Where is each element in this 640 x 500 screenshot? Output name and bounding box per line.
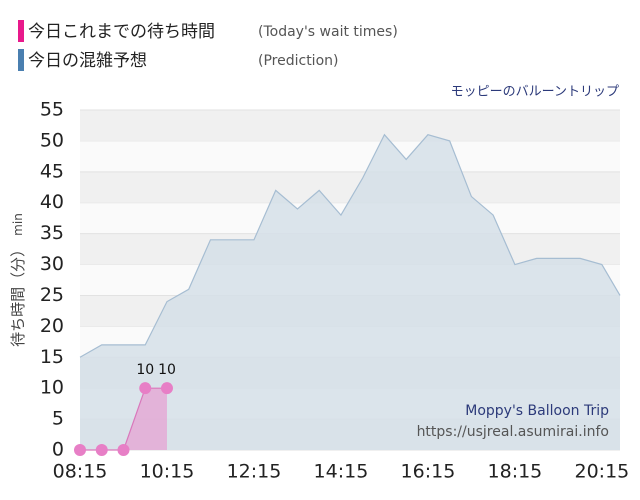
subtitle: モッピーのバルーントリップ — [451, 85, 619, 100]
y-label: 待ち時間（分） — [9, 242, 27, 347]
data-label: 10 — [136, 362, 154, 378]
y-tick-label: 20 — [40, 315, 64, 337]
grid-band — [80, 171, 620, 203]
y-tick-label: 40 — [40, 191, 64, 213]
y-tick-label: 50 — [40, 129, 64, 151]
legend-label: 今日これまでの待ち時間 — [28, 22, 215, 42]
x-tick-label: 12:15 — [227, 461, 282, 483]
y-tick-label: 10 — [40, 377, 64, 399]
data-label: 10 — [158, 362, 176, 378]
y-unit: min — [11, 213, 25, 236]
point — [74, 444, 86, 456]
legend-note: (Today's wait times) — [258, 24, 398, 40]
legend-swatch — [18, 49, 24, 71]
y-tick-label: 55 — [40, 99, 64, 121]
watermark: https://usjreal.asumirai.info — [417, 424, 609, 440]
x-tick-label: 18:15 — [488, 461, 543, 483]
point — [139, 382, 152, 395]
x-tick-label: 20:15 — [574, 461, 629, 483]
point — [160, 382, 173, 395]
x-tick-label: 16:15 — [401, 461, 456, 483]
y-tick-label: 45 — [40, 160, 64, 182]
y-tick-label: 25 — [40, 284, 64, 306]
y-tick-label: 0 — [52, 439, 64, 461]
grid-band — [80, 110, 620, 141]
x-tick-label: 14:15 — [314, 461, 369, 483]
y-tick-label: 35 — [40, 222, 64, 244]
prediction-line — [79, 133, 621, 358]
legend-label: 今日の混雑予想 — [28, 51, 147, 71]
y-tick-label: 15 — [40, 346, 64, 368]
x-tick-label: 10:15 — [140, 461, 195, 483]
point — [117, 444, 130, 456]
legend-swatch — [18, 20, 24, 42]
watermark: Moppy's Balloon Trip — [465, 403, 609, 419]
prediction-area — [80, 134, 620, 450]
y-tick-label: 30 — [40, 253, 64, 275]
legend-note: (Prediction) — [258, 53, 338, 69]
y-axis-label: 待ち時間（分） min — [9, 213, 27, 347]
x-tick-label: 08:15 — [53, 461, 108, 483]
point — [95, 444, 108, 456]
y-tick-label: 5 — [52, 408, 64, 430]
today-area — [80, 388, 167, 450]
